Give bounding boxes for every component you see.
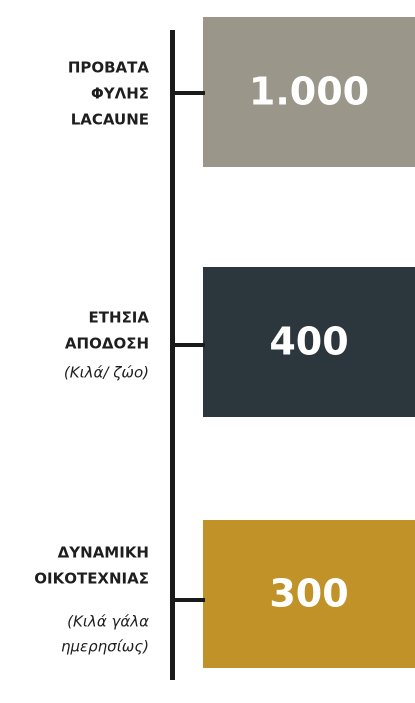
note: (Κιλά γάλα bbox=[67, 613, 149, 631]
note: ημερησίως) bbox=[61, 638, 149, 656]
value: 400 bbox=[269, 320, 348, 364]
label: ΟΙΚΟΤΕΧΝΙΑΣ bbox=[34, 570, 149, 588]
box bbox=[203, 520, 415, 668]
note: (Κιλά/ ζώο) bbox=[64, 364, 149, 382]
label: ΠΡΟΒΑΤΑ bbox=[68, 59, 150, 77]
connector bbox=[170, 91, 205, 95]
label: ΕΤΗΣΙΑ bbox=[89, 309, 150, 327]
timeline bbox=[170, 30, 175, 680]
value: 1.000 bbox=[249, 70, 369, 114]
label: LACAUNE bbox=[71, 111, 149, 129]
box bbox=[203, 267, 415, 417]
connector bbox=[170, 598, 205, 602]
box bbox=[203, 17, 415, 167]
label: ΑΠΟΔΟΣΗ bbox=[65, 335, 149, 353]
label: ΦΥΛΗΣ bbox=[91, 85, 149, 103]
value: 300 bbox=[269, 572, 348, 616]
label: ΔΥΝΑΜΙΚΗ bbox=[58, 544, 149, 562]
connector bbox=[170, 343, 205, 347]
